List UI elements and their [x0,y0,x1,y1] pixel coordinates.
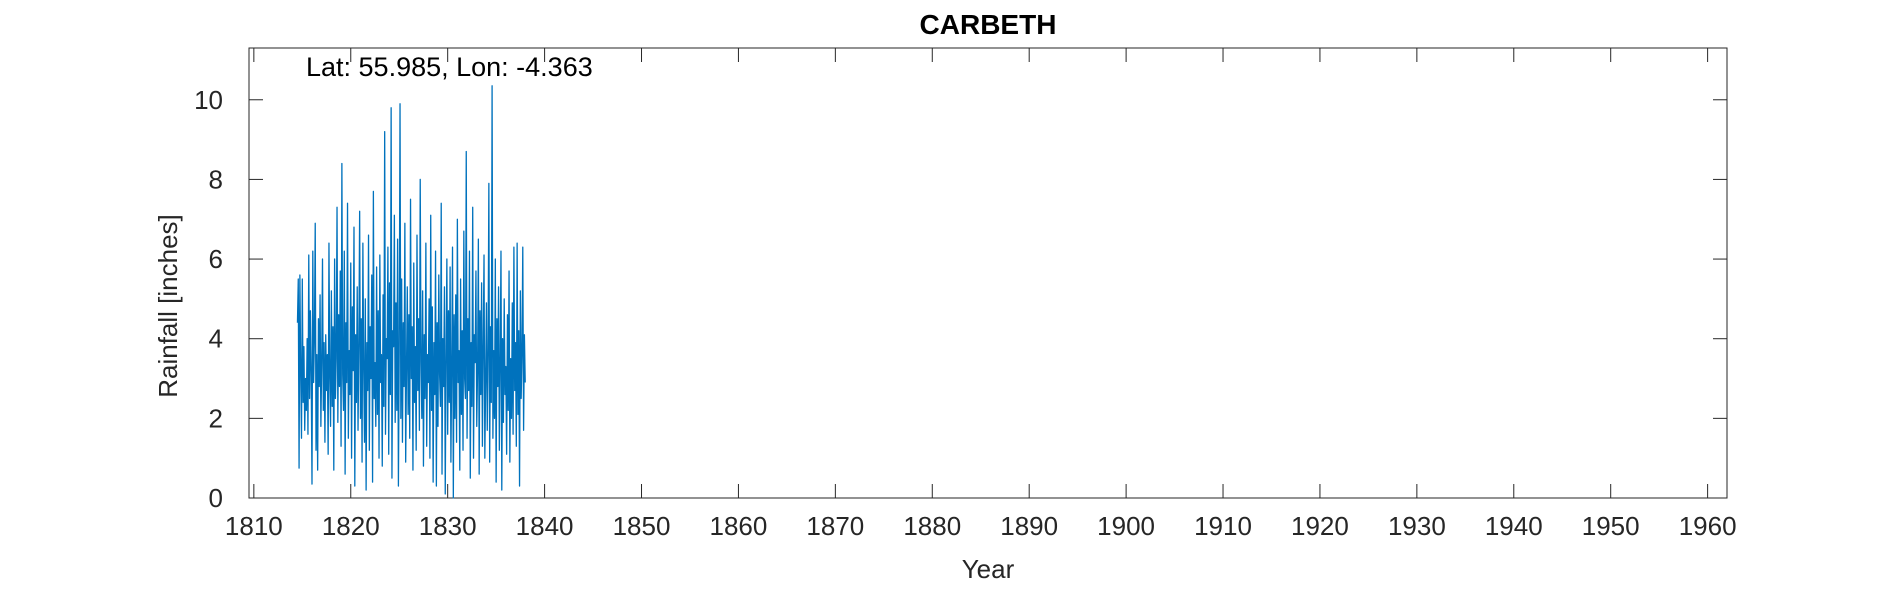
x-tick-label: 1900 [1097,511,1155,541]
y-tick-label: 2 [209,403,223,433]
x-axis-ticks: 1810 1820 1830 1840 1850 1860 1870 1880 1890 1900… [225,48,1737,541]
x-tick-label: 1930 [1388,511,1446,541]
y-tick-label: 10 [194,85,223,115]
x-tick-label: 1850 [613,511,671,541]
plot-area: 1810 1820 1830 1840 1850 1860 1870 1880 1890 1900… [194,47,1737,541]
y-axis-ticks: 0 2 4 6 8 10 [194,85,1727,513]
x-tick-label: 1950 [1582,511,1640,541]
rainfall-series-line-0 [296,85,526,499]
station-coordinates-annotation: Lat: 55.985, Lon: -4.363 [306,52,593,82]
series-layer [296,85,526,499]
x-tick-label: 1890 [1000,511,1058,541]
x-tick-label: 1870 [806,511,864,541]
x-axis-label: Year [962,554,1015,584]
y-axis-label: Rainfall [inches] [153,214,183,398]
x-tick-label: 1880 [903,511,961,541]
x-tick-label: 1940 [1485,511,1543,541]
x-tick-label: 1920 [1291,511,1349,541]
y-tick-label: 0 [209,483,223,513]
y-tick-label: 6 [209,244,223,274]
x-tick-label: 1910 [1194,511,1252,541]
chart-title: CARBETH [920,9,1057,40]
x-tick-label: 1860 [710,511,768,541]
x-tick-label: 1820 [322,511,380,541]
y-tick-label: 4 [209,324,223,354]
x-tick-label: 1960 [1679,511,1737,541]
x-tick-label: 1830 [419,511,477,541]
x-tick-label: 1840 [516,511,574,541]
x-tick-label: 1810 [225,511,283,541]
y-tick-label: 8 [209,164,223,194]
